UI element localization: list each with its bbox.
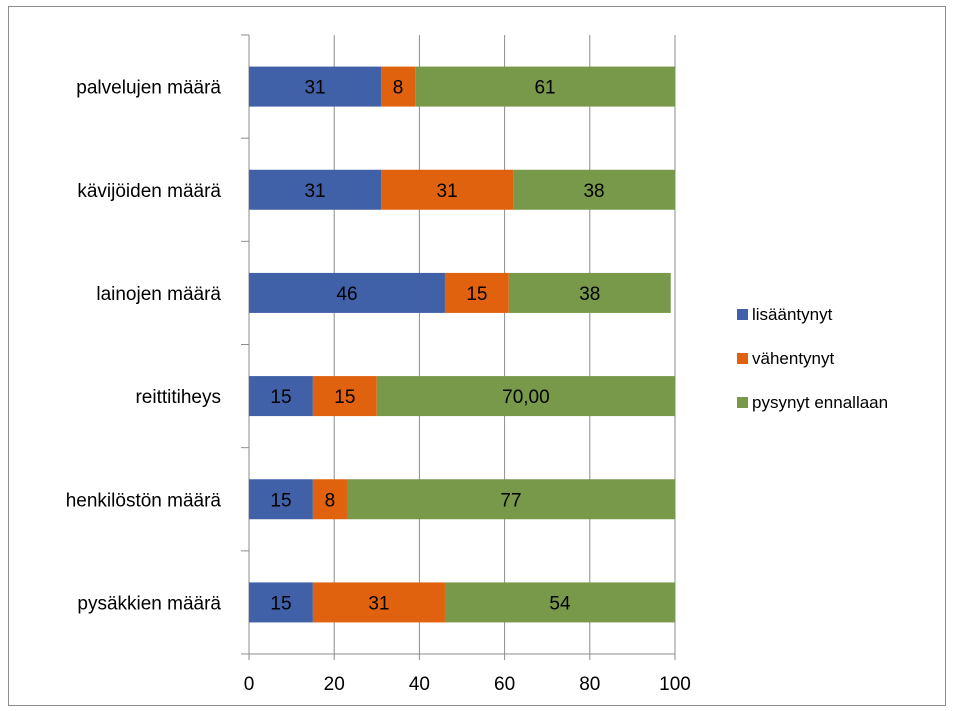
legend-label: vähentynyt [752, 349, 834, 368]
bar-vähentynyt [381, 169, 514, 210]
bar-vähentynyt [312, 582, 445, 623]
data-label: 46 [336, 284, 357, 305]
bar-lisääntynyt [249, 479, 313, 520]
bar-lisääntynyt [249, 582, 313, 623]
category-label: kävijöiden määrä [77, 181, 221, 202]
data-label: 15 [334, 387, 355, 408]
bar-pysynyt-ennallaan [513, 169, 675, 210]
x-tick-label: 60 [494, 674, 515, 695]
data-label: 15 [270, 593, 291, 614]
data-label: 38 [583, 181, 604, 202]
data-label: 15 [270, 387, 291, 408]
bar-vähentynyt [312, 376, 377, 417]
legend-swatch [737, 397, 748, 408]
category-label: reittitiheys [135, 387, 221, 408]
bar-pysynyt-ennallaan [346, 479, 675, 520]
bar-vähentynyt [444, 272, 509, 313]
bar-lisääntynyt [249, 376, 313, 417]
bar-lisääntynyt [249, 169, 382, 210]
bar-vähentynyt [312, 479, 347, 520]
data-label: 31 [304, 181, 325, 202]
data-label: 31 [304, 78, 325, 99]
bar-vähentynyt [381, 66, 416, 107]
bar-pysynyt-ennallaan [415, 66, 675, 107]
category-label: pysäkkien määrä [77, 593, 221, 614]
bar-pysynyt-ennallaan [508, 272, 671, 313]
bar-pysynyt-ennallaan [376, 376, 675, 417]
data-label: 70,00 [502, 387, 550, 408]
x-tick-label: 0 [244, 674, 255, 695]
bar-pysynyt-ennallaan [444, 582, 675, 623]
legend-label: lisääntynyt [752, 305, 833, 324]
data-label: 8 [393, 78, 404, 99]
data-label: 15 [466, 284, 487, 305]
data-label: 77 [500, 490, 521, 511]
data-label: 31 [437, 181, 458, 202]
data-label: 54 [549, 593, 571, 614]
x-tick-label: 40 [409, 674, 430, 695]
category-label: lainojen määrä [96, 284, 221, 305]
category-label: henkilöstön määrä [66, 490, 222, 511]
bar-lisääntynyt [249, 272, 445, 313]
legend-swatch [737, 353, 748, 364]
data-label: 15 [270, 490, 291, 511]
x-tick-label: 20 [324, 674, 345, 695]
legend-label: pysynyt ennallaan [752, 393, 888, 412]
data-label: 38 [579, 284, 600, 305]
bar-lisääntynyt [249, 66, 382, 107]
category-label: palvelujen määrä [76, 78, 221, 99]
x-tick-label: 100 [659, 674, 691, 695]
legend-swatch [737, 309, 748, 320]
x-tick-label: 80 [579, 674, 600, 695]
data-label: 31 [368, 593, 389, 614]
data-label: 8 [325, 490, 336, 511]
data-label: 61 [534, 78, 555, 99]
